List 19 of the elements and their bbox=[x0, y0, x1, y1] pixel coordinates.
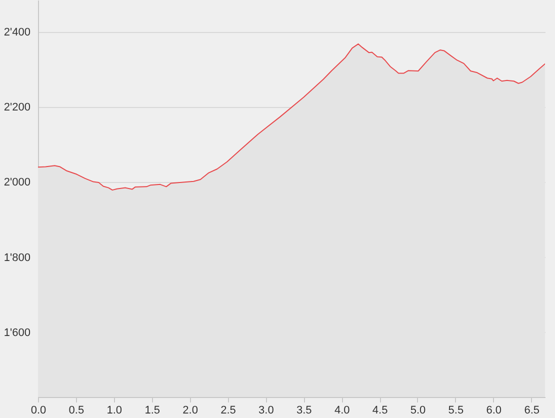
x-tick-label: 0.0 bbox=[30, 404, 46, 416]
y-tick-label: 1'600 bbox=[4, 326, 30, 339]
y-tick-label: 1'800 bbox=[4, 252, 30, 264]
x-tick-label: 2.5 bbox=[220, 404, 236, 416]
x-tick-label: 2.0 bbox=[182, 404, 198, 416]
x-tick-label: 5.5 bbox=[448, 404, 464, 416]
x-tick-label: 3.0 bbox=[258, 404, 274, 416]
x-tick-label: 4.5 bbox=[372, 404, 388, 416]
x-tick-label: 5.0 bbox=[410, 404, 426, 416]
x-tick-label: 4.0 bbox=[334, 404, 350, 416]
y-tick-label: 2'400 bbox=[4, 26, 30, 38]
x-tick-label: 6.5 bbox=[524, 404, 540, 416]
x-tick-label: 3.5 bbox=[296, 404, 312, 416]
x-tick-label: 1.0 bbox=[106, 404, 122, 416]
x-tick-label: 6.0 bbox=[486, 404, 502, 416]
y-tick-label: 2'000 bbox=[4, 176, 30, 189]
x-tick-label: 0.5 bbox=[68, 404, 84, 416]
x-tick-label: 1.5 bbox=[144, 404, 160, 416]
y-tick-label: 2'200 bbox=[4, 102, 30, 114]
